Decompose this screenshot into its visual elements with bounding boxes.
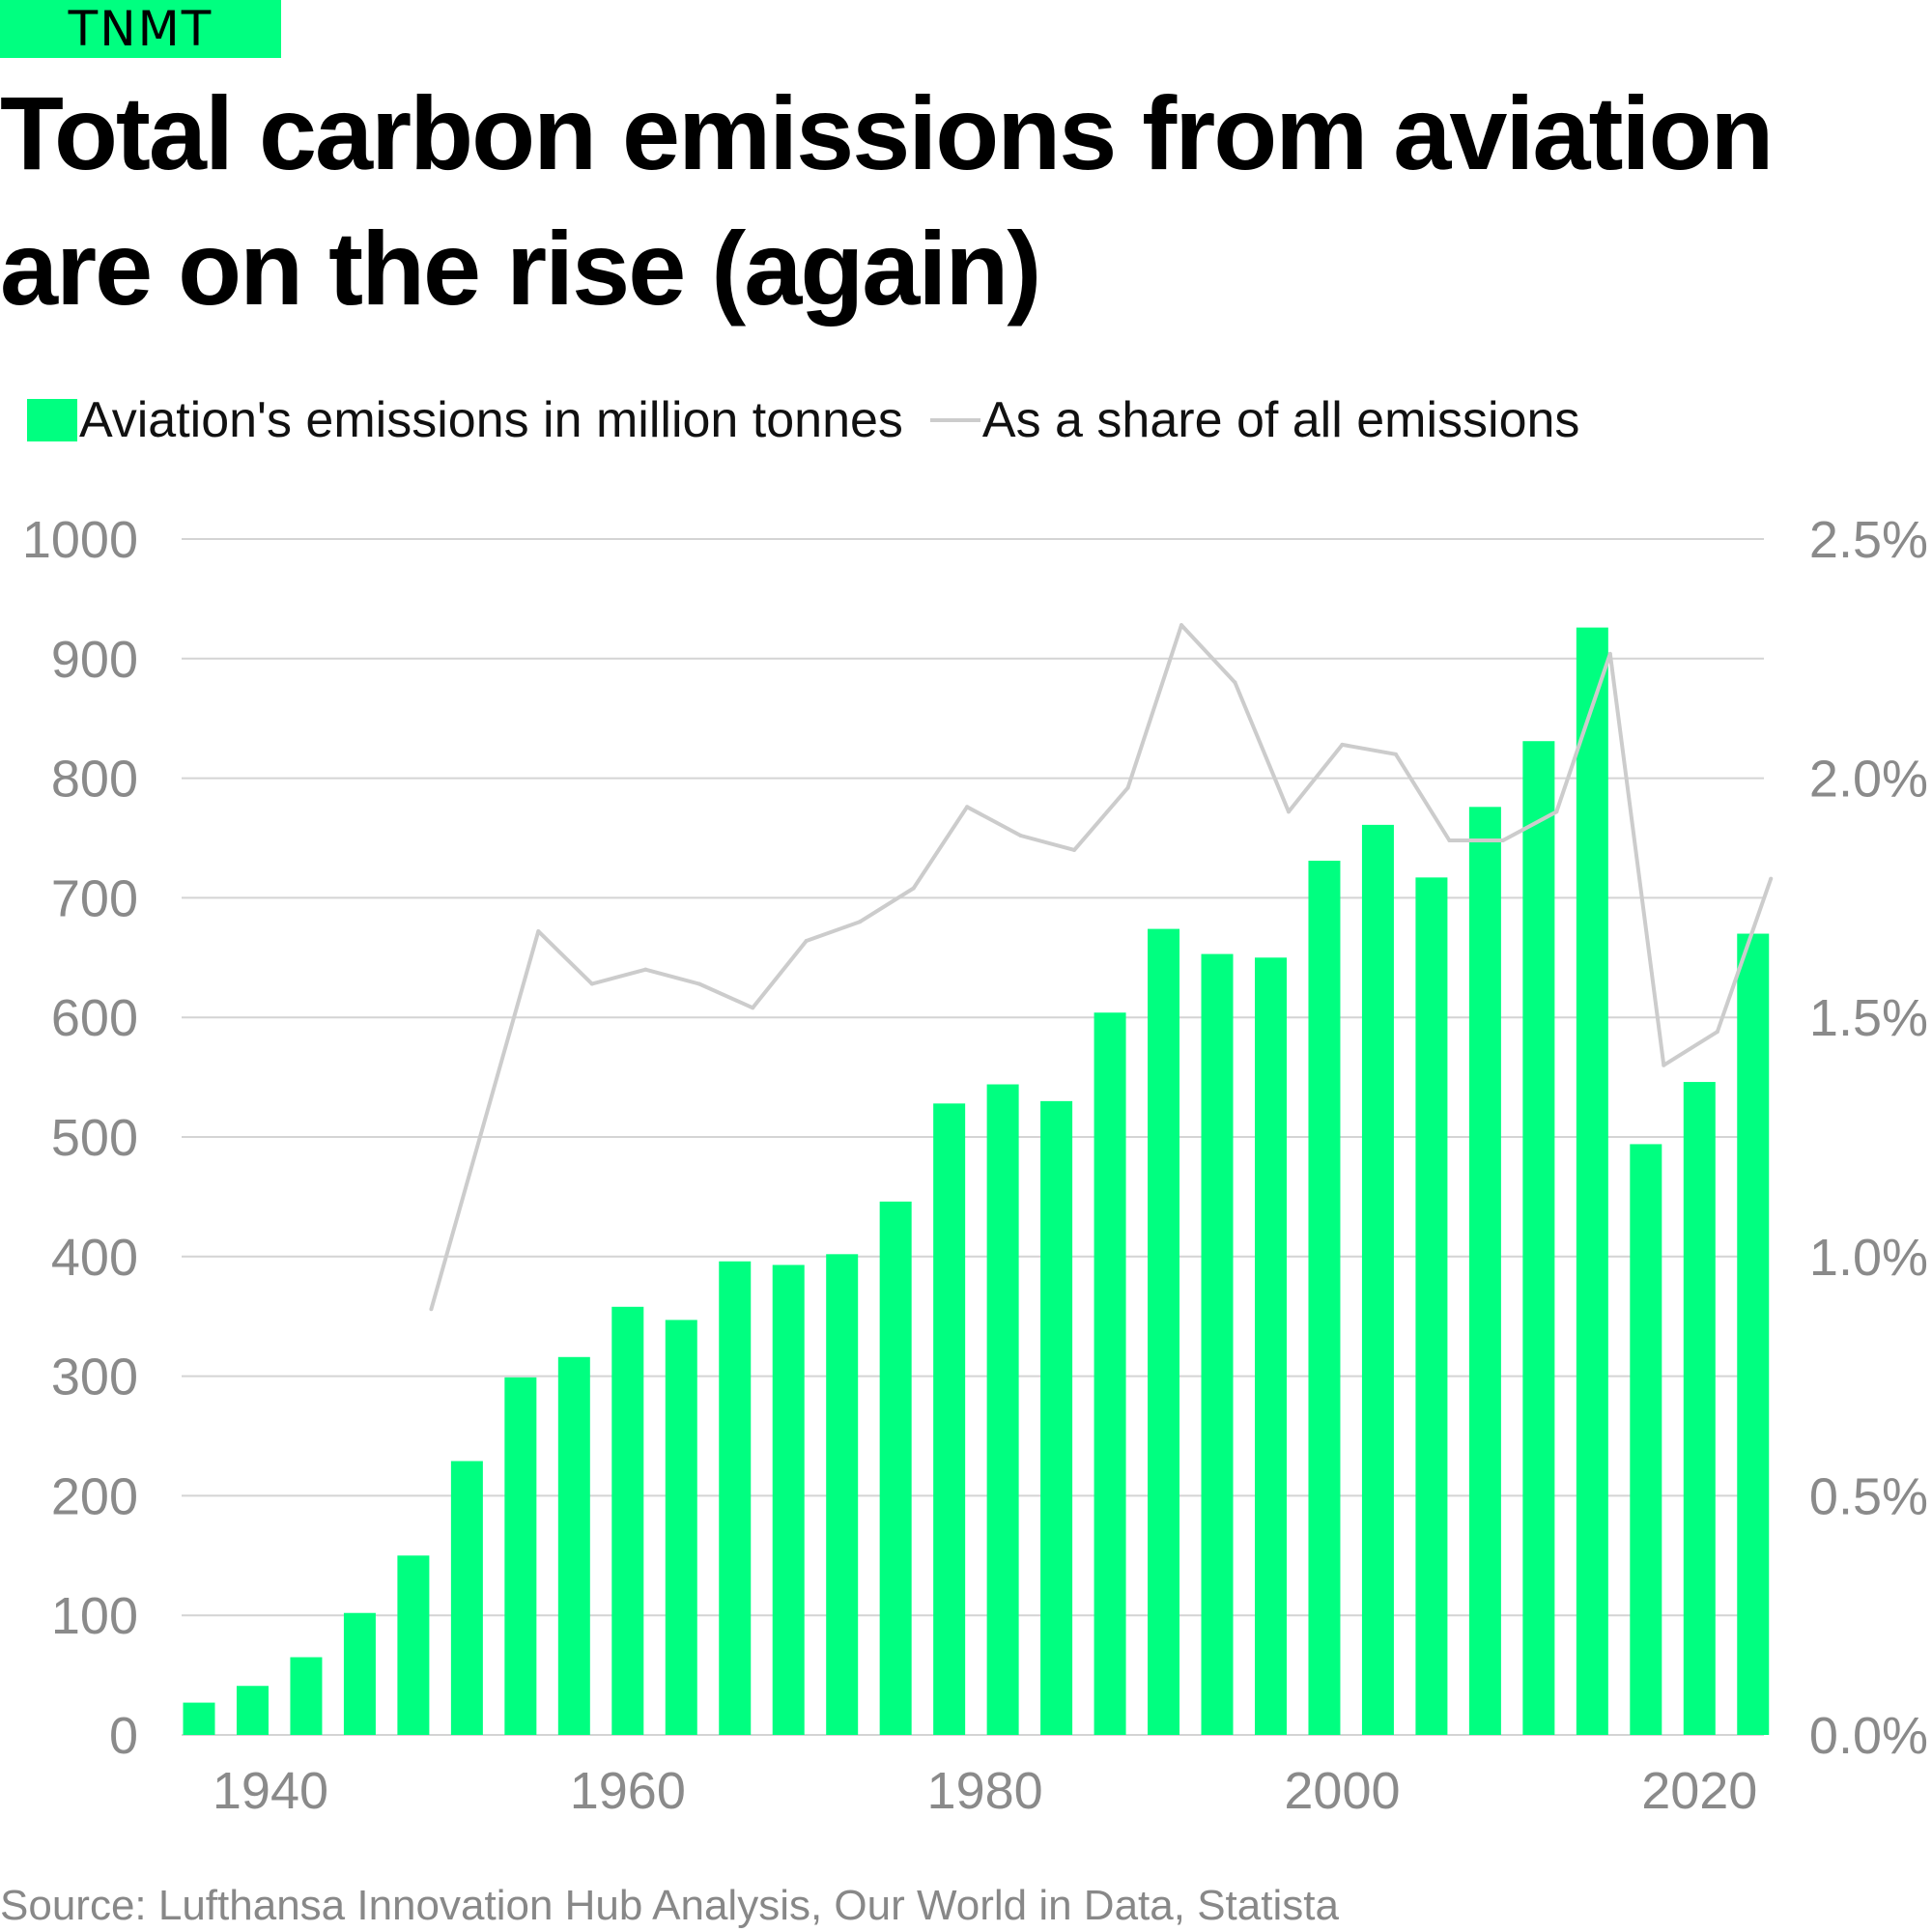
line-point [1233,680,1237,685]
y-tick-label: 900 [51,631,138,689]
line-point [751,1006,755,1010]
y-tick-label: 400 [51,1229,138,1287]
line-point [696,981,701,986]
line-point [1072,847,1077,852]
legend-line-swatch [929,418,980,422]
share-line [429,623,1774,1312]
bar [665,1320,697,1735]
y-tick-label: 200 [51,1467,138,1525]
x-tick-label: 1940 [213,1762,328,1820]
bar [719,1261,752,1735]
source-note: Source: Lufthansa Innovation Hub Analysi… [0,1882,1339,1929]
x-tick-label: 2000 [1284,1762,1400,1820]
bar [826,1254,859,1735]
legend-bar-swatch [27,399,77,441]
y2-tick-label: 1.5% [1809,989,1928,1047]
y-axis-right-ticks: 0.0% 0.5% 1.0% 1.5% 2.0% 2.5% [1809,511,1928,1765]
y2-tick-label: 1.0% [1809,1229,1928,1287]
line-point [1286,810,1291,814]
y-tick-label: 500 [51,1109,138,1167]
bar [504,1377,537,1735]
line-point [858,920,863,924]
line-point [589,981,594,986]
y-tick-label: 600 [51,989,138,1047]
bar [986,1084,1019,1735]
bar [1468,807,1501,1735]
bar [1630,1144,1662,1735]
bar [1522,741,1555,1736]
line-point [536,929,541,934]
bar [1576,627,1608,1735]
bar [1415,877,1448,1735]
line-point [1393,752,1398,756]
legend-bar-label: Aviation's emissions in million tonnes [79,392,903,448]
bar [933,1103,966,1735]
y-tick-label: 800 [51,751,138,809]
y-tick-label: 0 [109,1707,138,1765]
line-point [1447,838,1452,842]
bar [183,1702,215,1735]
bars [183,627,1770,1736]
line-point [804,938,809,943]
y-tick-label: 1000 [22,511,138,569]
legend: Aviation's emissions in million tonnes A… [27,386,1579,454]
x-tick-label: 1980 [927,1762,1043,1820]
bar [450,1461,483,1735]
line-point [643,967,648,972]
chart-title: Total carbon emissions from aviation are… [0,74,1774,327]
line-point [429,1307,434,1312]
line-point [1500,838,1505,842]
line-point [1662,1063,1666,1067]
bar [343,1612,376,1735]
line-point [911,886,916,891]
bar [1361,824,1394,1735]
brand-name: TNMT [68,1,213,57]
bar [1148,928,1180,1735]
x-axis-ticks: 1940 1960 1980 2000 2020 [213,1762,1757,1820]
bar [1254,957,1287,1735]
y-axis-left-ticks: 0 100 200 300 400 500 600 700 800 900 1000 [22,511,138,1765]
bar [397,1555,430,1735]
x-tick-label: 1960 [570,1762,686,1820]
legend-line-label: As a share of all emissions [981,392,1580,448]
line-point [1769,876,1774,881]
bar [1094,1012,1126,1735]
line-point [1554,810,1559,814]
line-point [1125,785,1130,790]
y2-tick-label: 2.0% [1809,751,1928,809]
bar [1683,1082,1716,1735]
line-point [1607,651,1612,656]
bar [1201,953,1234,1735]
bar [772,1264,805,1735]
bar [290,1657,323,1735]
brand-logo: TNMT [0,0,281,58]
bar [611,1306,644,1735]
y-tick-label: 100 [51,1587,138,1645]
y2-tick-label: 0.0% [1809,1707,1928,1765]
bar [1040,1100,1073,1735]
x-tick-label: 2020 [1641,1762,1757,1820]
line-point [1179,623,1184,628]
y2-tick-label: 2.5% [1809,511,1928,569]
y-tick-label: 300 [51,1349,138,1406]
bar [879,1201,912,1735]
bar [1308,861,1341,1735]
line-point [965,805,970,810]
bar [557,1356,590,1735]
line-point [1340,742,1345,747]
bar [1737,933,1770,1735]
bar [236,1686,269,1735]
y2-tick-label: 0.5% [1809,1467,1928,1525]
line-point [1018,834,1023,838]
y-tick-label: 700 [51,869,138,927]
line-point [1715,1030,1719,1035]
